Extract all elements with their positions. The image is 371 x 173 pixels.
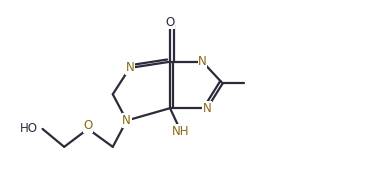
Text: O: O — [165, 16, 175, 29]
Text: N: N — [122, 114, 131, 127]
Text: NH: NH — [172, 125, 190, 138]
Text: O: O — [83, 119, 93, 132]
Text: N: N — [198, 55, 207, 68]
Text: N: N — [203, 102, 211, 115]
Text: HO: HO — [20, 122, 38, 135]
Text: N: N — [125, 61, 134, 74]
